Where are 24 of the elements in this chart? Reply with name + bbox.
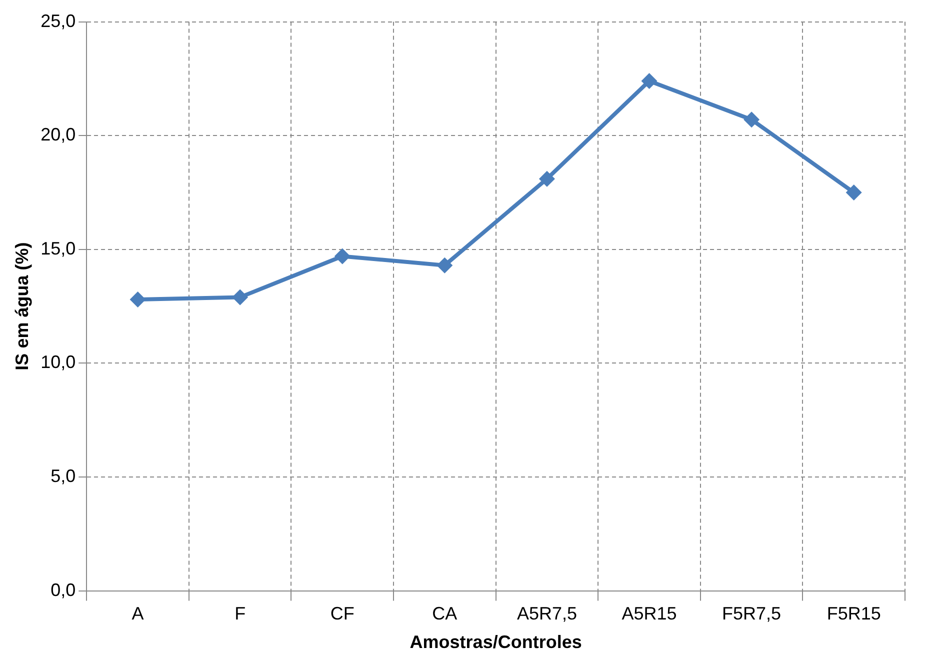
point bbox=[130, 291, 146, 308]
x-tick-label: A bbox=[132, 604, 144, 624]
y-tick-label: 20,0 bbox=[40, 124, 76, 145]
x-tick-label: CA bbox=[432, 604, 458, 624]
y-tick-label: 5,0 bbox=[50, 466, 76, 486]
x-tick-label: A5R7,5 bbox=[516, 604, 577, 624]
point bbox=[436, 257, 453, 274]
y-tick-label: 10,0 bbox=[40, 352, 76, 372]
x-axis-title: Amostras/Controles bbox=[410, 632, 582, 652]
x-tick-label: A5R15 bbox=[622, 604, 677, 624]
x-tick-label: F5R15 bbox=[826, 604, 881, 624]
y-tick-label: 25,0 bbox=[40, 10, 76, 31]
y-tick-label: 15,0 bbox=[40, 238, 76, 258]
point bbox=[334, 248, 350, 264]
y-axis-title: IS em água (%) bbox=[12, 242, 32, 370]
point bbox=[232, 289, 248, 306]
point bbox=[641, 72, 658, 89]
x-tick-label: F bbox=[234, 604, 246, 624]
point bbox=[744, 112, 760, 128]
point bbox=[538, 170, 555, 187]
x-tick-label: CF bbox=[330, 604, 354, 624]
y-tick-label: 0,0 bbox=[50, 580, 76, 600]
x-tick-label: F5R7,5 bbox=[722, 604, 782, 624]
point bbox=[846, 184, 862, 200]
